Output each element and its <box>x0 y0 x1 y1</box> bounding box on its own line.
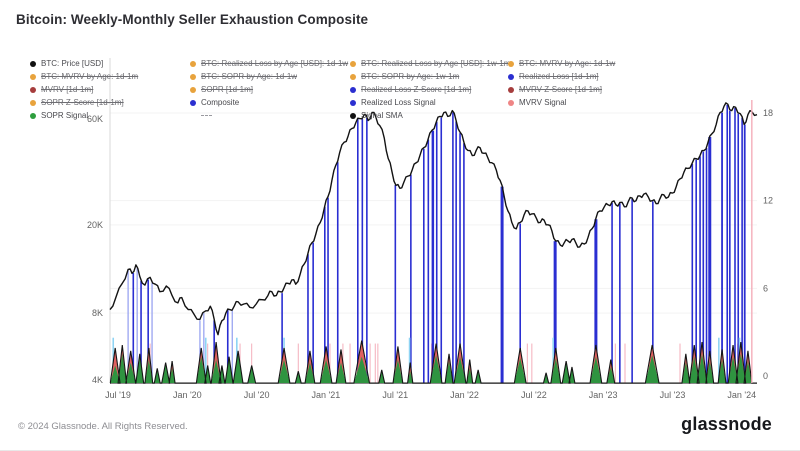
legend-item[interactable] <box>190 109 350 122</box>
legend-label: SOPR Z-Score [1d-1m] <box>41 98 124 107</box>
legend-label: BTC: Price [USD] <box>41 59 104 68</box>
legend-item[interactable]: MVRV Signal <box>508 96 658 109</box>
legend-label: MVRV [1d-1m] <box>41 85 94 94</box>
y-right-tick: 6 <box>763 283 768 293</box>
y-right-tick: 12 <box>763 196 773 206</box>
legend-swatch <box>190 99 196 106</box>
price-line <box>109 102 758 336</box>
legend-swatch <box>350 73 356 80</box>
legend-swatch <box>350 86 356 93</box>
y-left-tick: 20K <box>87 220 103 230</box>
legend-item[interactable]: BTC: MVRV by Age: 1d-1w <box>508 57 658 70</box>
legend-item[interactable]: Realized Loss Z-Score [1d-1m] <box>350 83 508 96</box>
legend-swatch <box>30 112 36 119</box>
y-left-tick: 60K <box>87 114 103 124</box>
legend-item[interactable]: Realized Loss Signal <box>350 96 508 109</box>
legend-swatch <box>30 60 36 67</box>
legend-label: MVRV Z-Score [1d-1m] <box>519 85 602 94</box>
legend-label: SOPR [1d-1m] <box>201 85 254 94</box>
glassnode-wordmark: glassnode <box>681 414 772 434</box>
page-title: Bitcoin: Weekly-Monthly Seller Exhaustio… <box>16 12 369 27</box>
copyright-text: © 2024 Glassnode. All Rights Reserved. <box>18 421 188 432</box>
legend-item[interactable]: BTC: SOPR by Age: 1d-1w <box>190 70 350 83</box>
legend-label: BTC: SOPR by Age: 1w-1m <box>361 72 460 81</box>
x-tick: Jul '23 <box>660 390 686 400</box>
x-tick: Jan '24 <box>727 390 756 400</box>
y-left-tick: 4K <box>92 375 103 385</box>
x-tick: Jan '22 <box>450 390 479 400</box>
legend-label: Signal SMA <box>361 111 403 120</box>
legend-swatch <box>508 60 514 67</box>
legend-swatch <box>30 86 36 93</box>
x-tick: Jul '22 <box>521 390 547 400</box>
legend-item[interactable]: BTC: Price [USD] <box>30 57 190 70</box>
x-tick: Jul '20 <box>244 390 270 400</box>
exhaustion-mounds <box>110 340 752 383</box>
legend-item[interactable]: BTC: Realized Loss by Age [USD]: 1w-1m <box>350 57 511 70</box>
x-tick: Jul '19 <box>105 390 131 400</box>
legend-swatch <box>30 99 36 106</box>
legend-item[interactable]: BTC: MVRV by Age: 1d-1m <box>30 70 190 83</box>
legend-label: BTC: Realized Loss by Age [USD]: 1d-1w <box>201 59 349 68</box>
x-tick: Jan '20 <box>173 390 202 400</box>
legend-swatch <box>190 60 196 67</box>
chart-legend: BTC: Price [USD] BTC: MVRV by Age: 1d-1m M… <box>30 57 658 122</box>
y-left-tick: 8K <box>92 308 103 318</box>
x-tick: Jan '21 <box>312 390 341 400</box>
axes <box>109 58 757 384</box>
y-right-tick: 0 <box>763 371 768 381</box>
legend-item[interactable]: Composite <box>190 96 350 109</box>
legend-item[interactable]: BTC: SOPR by Age: 1w-1m <box>350 70 508 83</box>
y-right-tick: 18 <box>763 108 773 118</box>
legend-swatch <box>190 73 196 80</box>
legend-swatch <box>30 73 36 80</box>
legend-item[interactable]: Realized Loss [1d-1m] <box>508 70 658 83</box>
x-tick: Jan '23 <box>589 390 618 400</box>
legend-swatch <box>508 86 514 93</box>
dashed-line-swatch <box>201 115 212 116</box>
legend-item[interactable]: SOPR Signal <box>30 109 190 122</box>
legend-swatch <box>350 99 356 106</box>
legend-swatch <box>508 99 514 106</box>
legend-swatch <box>350 112 356 119</box>
legend-label: SOPR Signal <box>41 111 89 120</box>
legend-swatch <box>190 86 196 93</box>
x-tick: Jul '21 <box>382 390 408 400</box>
legend-swatch <box>350 60 356 67</box>
legend-item[interactable]: MVRV [1d-1m] <box>30 83 190 96</box>
legend-label: Realized Loss Z-Score [1d-1m] <box>361 85 472 94</box>
legend-label: Realized Loss [1d-1m] <box>519 72 599 81</box>
legend-item[interactable]: Signal SMA <box>350 109 508 122</box>
legend-label: Realized Loss Signal <box>361 98 436 107</box>
legend-item[interactable]: BTC: Realized Loss by Age [USD]: 1d-1w <box>190 57 350 70</box>
legend-item[interactable]: MVRV Z-Score [1d-1m] <box>508 83 658 96</box>
legend-label: BTC: MVRV by Age: 1d-1m <box>41 72 139 81</box>
composite-bars <box>127 104 746 383</box>
sma-line <box>109 340 757 384</box>
legend-label: Composite <box>201 98 240 107</box>
legend-label: MVRV Signal <box>519 98 567 107</box>
axis-labels: 60K 20K 8K 4K 18 12 6 0 Jul '19 Jan '20 Jul '20 Jan… <box>87 108 773 400</box>
legend-label: BTC: MVRV by Age: 1d-1w <box>519 59 616 68</box>
legend-item[interactable]: SOPR [1d-1m] <box>190 83 350 96</box>
legend-swatch <box>508 73 514 80</box>
legend-label: BTC: Realized Loss by Age [USD]: 1w-1m <box>361 59 511 68</box>
legend-label: BTC: SOPR by Age: 1d-1w <box>201 72 298 81</box>
legend-item[interactable]: SOPR Z-Score [1d-1m] <box>30 96 190 109</box>
